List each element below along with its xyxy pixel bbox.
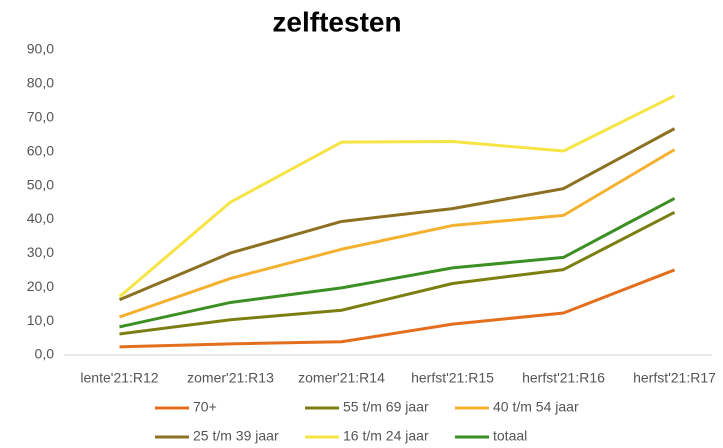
y-tick-label: 20,0 bbox=[27, 278, 54, 294]
x-tick-label: herfst'21:R15 bbox=[411, 370, 494, 386]
x-tick-label: herfst'21:R17 bbox=[633, 370, 716, 386]
x-tick-label: zomer'21:R13 bbox=[187, 370, 274, 386]
y-tick-label: 50,0 bbox=[27, 176, 54, 192]
series-line bbox=[119, 210, 676, 336]
series-line bbox=[119, 197, 676, 329]
legend-label: 16 t/m 24 jaar bbox=[343, 428, 429, 444]
x-tick-label: herfst'21:R16 bbox=[522, 370, 605, 386]
y-tick-label: 90,0 bbox=[27, 41, 54, 57]
x-tick-label: zomer'21:R14 bbox=[298, 370, 385, 386]
series-line bbox=[118, 127, 676, 302]
series-line bbox=[119, 268, 676, 349]
x-tick-label: lente'21:R12 bbox=[80, 370, 158, 386]
y-tick-label: 10,0 bbox=[27, 312, 54, 328]
y-tick-label: 40,0 bbox=[27, 210, 54, 226]
y-tick-label: 70,0 bbox=[27, 108, 54, 124]
legend-label: 55 t/m 69 jaar bbox=[343, 399, 429, 415]
legend-label: 40 t/m 54 jaar bbox=[493, 399, 579, 415]
series-line bbox=[119, 148, 676, 319]
y-tick-label: 80,0 bbox=[27, 75, 54, 91]
chart-title: zelftesten bbox=[272, 6, 401, 37]
y-tick-label: 30,0 bbox=[27, 244, 54, 260]
legend-label: totaal bbox=[493, 428, 527, 444]
legend-label: 25 t/m 39 jaar bbox=[193, 428, 279, 444]
series-line bbox=[118, 94, 676, 298]
y-tick-label: 0,0 bbox=[35, 346, 55, 362]
y-tick-label: 60,0 bbox=[27, 142, 54, 158]
legend-label: 70+ bbox=[193, 399, 217, 415]
